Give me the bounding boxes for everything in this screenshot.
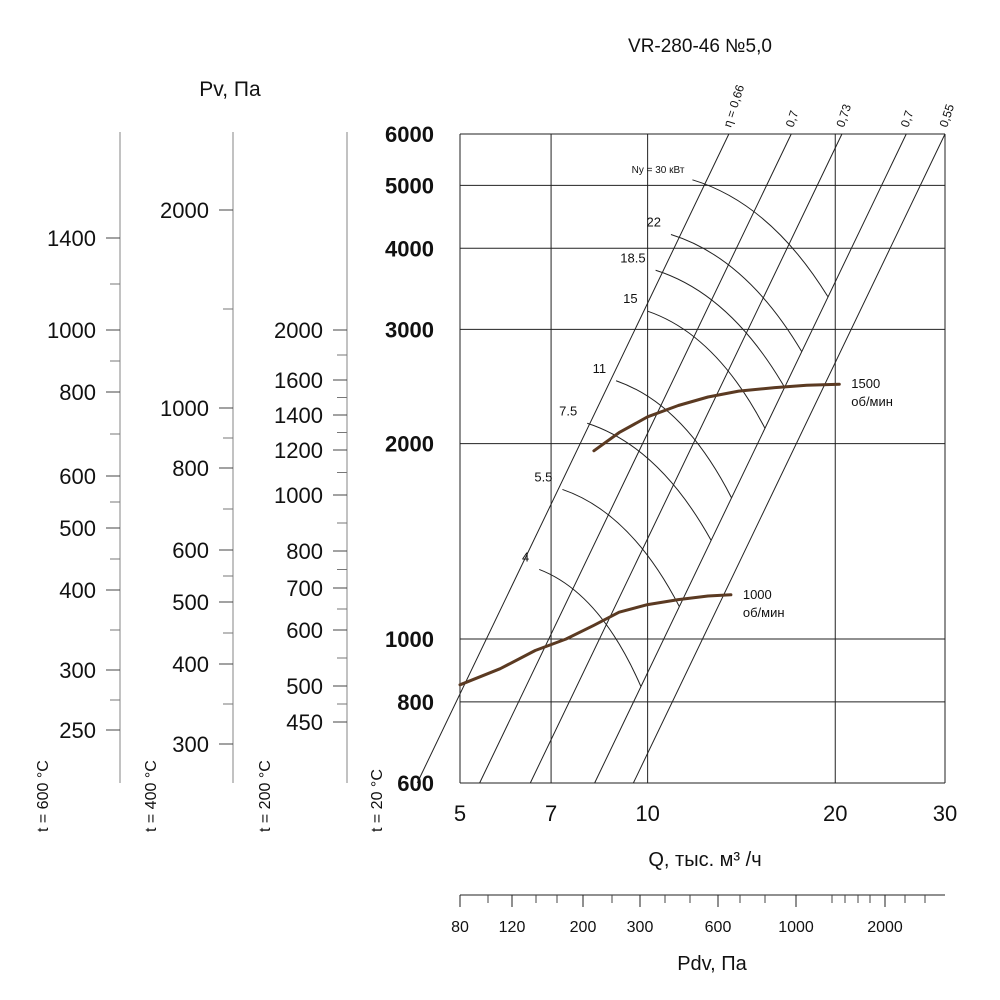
- temp-tick-label-1-1: 1000: [160, 396, 209, 421]
- temp-tick-label-2-8: 500: [286, 674, 323, 699]
- dynamic-pressure-label: Pdv, Па: [677, 953, 747, 975]
- x-axis-label: Q, тыс. м³ /ч: [648, 849, 761, 871]
- power-line-7: [539, 568, 642, 687]
- speed-curve-0: [592, 382, 841, 453]
- power-line-0: [692, 179, 829, 298]
- power-line-6: [562, 488, 680, 607]
- efficiency-label-4: 0,55: [937, 102, 958, 129]
- temp-tick-label-2-6: 700: [286, 576, 323, 601]
- temp-scale-label-3: t = 20 °C: [369, 769, 386, 832]
- efficiency-label-0: η = 0,66: [720, 83, 747, 129]
- temp-tick-label-1-5: 400: [172, 652, 209, 677]
- chart-grid: [459, 133, 946, 784]
- speed-label-1-1: об/мин: [743, 605, 785, 620]
- efficiency-line-0: [416, 133, 730, 784]
- y-tick-label-600: 600: [397, 771, 434, 796]
- x-tick-label-20: 20: [823, 801, 847, 826]
- power-label-1: 22: [646, 215, 660, 230]
- temperature-scales: t = 600 °C 1400 1000 800 600 500 400 300 250 t = …: [35, 132, 386, 832]
- dynamic-pressure-scale: 80 120 200 300 600 1000 2000: [451, 894, 945, 936]
- temp-tick-label-0-1: 1000: [47, 318, 96, 343]
- pdv-tick-label-1: 120: [499, 919, 526, 936]
- x-tick-label-10: 10: [635, 801, 659, 826]
- chart-title: VR-280-46 №5,0: [628, 36, 772, 57]
- y-tick-label-1000: 1000: [385, 627, 434, 652]
- speed-curve-1: [458, 593, 733, 687]
- y-tick-label-4000: 4000: [385, 236, 434, 261]
- y-axis-label: Pv, Па: [199, 78, 261, 101]
- temp-scale-label-0: t = 600 °C: [35, 760, 52, 832]
- y-tick-label-6000: 6000: [385, 122, 434, 147]
- temp-tick-label-0-5: 400: [59, 578, 96, 603]
- temp-tick-label-1-3: 600: [172, 538, 209, 563]
- efficiency-label-2: 0,73: [833, 102, 854, 129]
- temp-tick-label-2-7: 600: [286, 618, 323, 643]
- temp-tick-label-2-9: 450: [286, 710, 323, 735]
- power-label-4: 11: [593, 361, 607, 376]
- temp-tick-label-2-4: 1000: [274, 483, 323, 508]
- temp-tick-label-0-6: 300: [59, 658, 96, 683]
- efficiency-label-1: 0,7: [783, 108, 802, 129]
- temp-tick-label-1-2: 800: [172, 456, 209, 481]
- pdv-tick-label-6: 2000: [867, 919, 903, 936]
- power-line-5: [587, 422, 712, 541]
- temp-scale-label-1: t = 400 °C: [143, 760, 160, 832]
- power-line-3: [647, 310, 766, 429]
- y-tick-label-5000: 5000: [385, 173, 434, 198]
- pdv-tick-label-2: 200: [570, 919, 597, 936]
- power-label-2: 18.5: [620, 250, 645, 265]
- speed-label-0-1: об/мин: [851, 394, 893, 409]
- y-tick-label-3000: 3000: [385, 317, 434, 342]
- speed-curves: 1500 об/мин 1000 об/мин: [458, 376, 893, 687]
- temp-tick-label-0-0: 1400: [47, 226, 96, 251]
- temp-tick-label-0-3: 600: [59, 464, 96, 489]
- power-label-6: 5.5: [534, 469, 552, 484]
- pdv-tick-label-0: 80: [451, 919, 469, 936]
- temp-tick-label-2-1: 1600: [274, 368, 323, 393]
- temp-tick-label-1-4: 500: [172, 590, 209, 615]
- y-tick-label-2000: 2000: [385, 432, 434, 457]
- efficiency-line-3: [594, 133, 907, 784]
- temp-tick-label-2-5: 800: [286, 539, 323, 564]
- speed-label-1-0: 1000: [743, 587, 772, 602]
- y-tick-label-800: 800: [397, 690, 434, 715]
- temp-tick-label-0-2: 800: [59, 380, 96, 405]
- x-tick-label-7: 7: [545, 801, 557, 826]
- power-line-4: [615, 380, 732, 499]
- temp-tick-label-0-7: 250: [59, 718, 96, 743]
- power-label-7: 4: [522, 549, 529, 564]
- temp-tick-label-2-2: 1400: [274, 403, 323, 428]
- temp-tick-label-1-6: 300: [172, 732, 209, 757]
- temp-scale-label-2: t = 200 °C: [257, 760, 274, 832]
- power-line-2: [655, 269, 786, 388]
- efficiency-line-2: [529, 133, 843, 784]
- efficiency-line-4: [632, 133, 946, 784]
- power-label-3: 15: [623, 291, 637, 306]
- power-lines: Nу = 30 кВт 22 18.5 15 11 7.5 5.5 4: [522, 165, 829, 687]
- temp-tick-label-0-4: 500: [59, 516, 96, 541]
- axis-tick-labels: 5 7 10 20 30 600 800 1000 2000 3000 4000 5000 6000: [385, 122, 957, 826]
- pdv-tick-label-4: 600: [705, 919, 732, 936]
- speed-label-0-0: 1500: [851, 376, 880, 391]
- x-tick-label-30: 30: [933, 801, 957, 826]
- efficiency-lines: η = 0,66 0,7 0,73 0,7 0,55: [416, 83, 958, 784]
- pdv-tick-label-5: 1000: [778, 919, 814, 936]
- power-line-1: [670, 234, 803, 352]
- efficiency-label-3: 0,7: [898, 108, 917, 129]
- efficiency-line-1: [479, 133, 792, 784]
- pdv-tick-label-3: 300: [627, 919, 654, 936]
- power-label-0: Nу = 30 кВт: [632, 165, 685, 176]
- temp-tick-label-2-0: 2000: [274, 318, 323, 343]
- temp-tick-label-2-3: 1200: [274, 438, 323, 463]
- temp-tick-label-1-0: 2000: [160, 198, 209, 223]
- power-label-5: 7.5: [559, 403, 577, 418]
- x-tick-label-5: 5: [454, 801, 466, 826]
